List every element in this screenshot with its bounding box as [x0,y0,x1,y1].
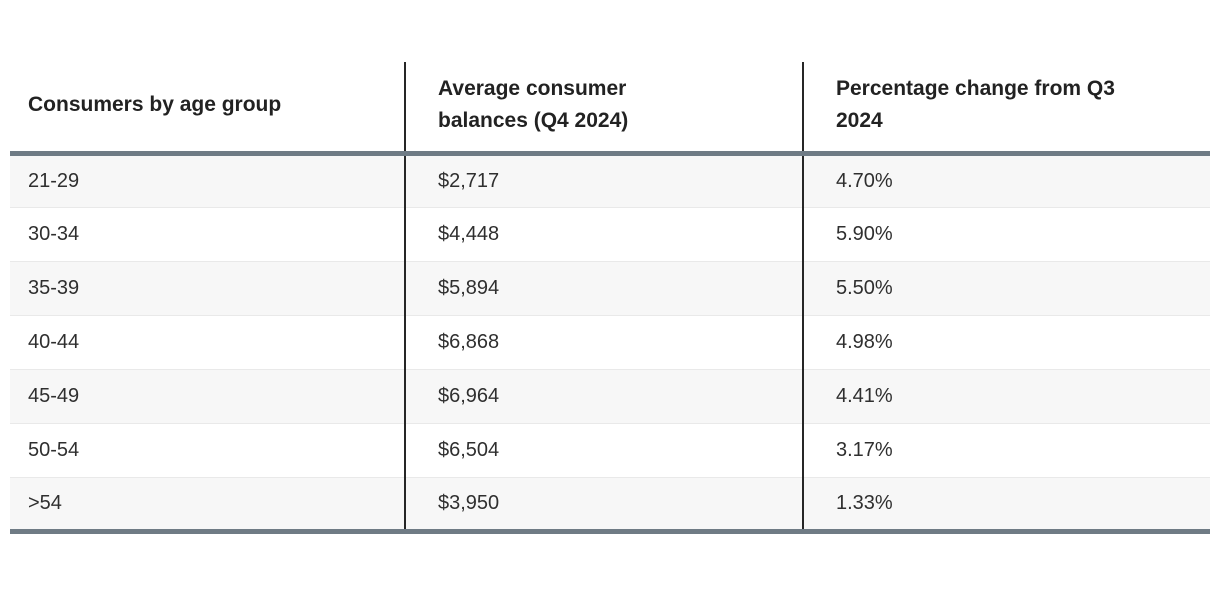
table-container: Consumers by age group Average consumer … [10,62,1210,534]
column-header-age-group-label: Consumers by age group [28,92,282,116]
cell-balance: $6,868 [404,315,803,370]
column-header-percentage-change-label: Percentage change from Q3 2024 [836,76,1115,133]
cell-age-group: 21-29 [10,153,405,208]
cell-age-group: 45-49 [10,369,405,424]
cell-age-group: 30-34 [10,207,405,262]
cell-age-group: 35-39 [10,261,405,316]
table-header: Consumers by age group Average consumer … [10,62,1210,156]
table-row: 50-54 $6,504 3.17% [10,423,1210,478]
cell-balance: $2,717 [404,153,803,208]
column-header-percentage-change: Percentage change from Q3 2024 [802,62,1210,156]
header-row: Consumers by age group Average consumer … [10,62,1210,156]
cell-balance: $6,964 [404,369,803,424]
table-row: 45-49 $6,964 4.41% [10,369,1210,424]
cell-change: 4.41% [802,369,1210,424]
cell-balance: $5,894 [404,261,803,316]
table-row: >54 $3,950 1.33% [10,477,1210,534]
table-row: 40-44 $6,868 4.98% [10,315,1210,370]
column-header-average-balance: Average consumer balances (Q4 2024) [404,62,803,156]
cell-change: 5.90% [802,207,1210,262]
cell-change: 4.98% [802,315,1210,370]
column-header-average-balance-label: Average consumer balances (Q4 2024) [438,76,629,133]
cell-balance: $6,504 [404,423,803,478]
cell-change: 1.33% [802,477,1210,534]
cell-age-group: 50-54 [10,423,405,478]
cell-balance: $4,448 [404,207,803,262]
cell-change: 5.50% [802,261,1210,316]
cell-change: 4.70% [802,153,1210,208]
column-header-age-group: Consumers by age group [10,62,405,156]
table-row: 30-34 $4,448 5.90% [10,207,1210,262]
table-row: 35-39 $5,894 5.50% [10,261,1210,316]
table-row: 21-29 $2,717 4.70% [10,153,1210,208]
consumer-balances-table: Consumers by age group Average consumer … [10,62,1210,534]
cell-change: 3.17% [802,423,1210,478]
cell-age-group: 40-44 [10,315,405,370]
cell-balance: $3,950 [404,477,803,534]
table-body: 21-29 $2,717 4.70% 30-34 $4,448 5.90% 35… [10,153,1210,534]
cell-age-group: >54 [10,477,405,534]
